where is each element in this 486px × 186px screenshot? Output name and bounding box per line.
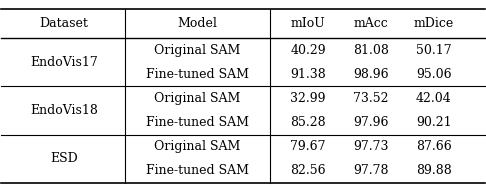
Text: EndoVis18: EndoVis18 [30,104,98,117]
Text: 79.67: 79.67 [291,140,326,153]
Text: 81.08: 81.08 [353,44,389,57]
Text: 97.78: 97.78 [353,164,389,177]
Text: Original SAM: Original SAM [154,140,240,153]
Text: 91.38: 91.38 [290,68,326,81]
Text: 95.06: 95.06 [416,68,451,81]
Text: Dataset: Dataset [40,17,88,30]
Text: Fine-tuned SAM: Fine-tuned SAM [146,68,249,81]
Text: mAcc: mAcc [354,17,388,30]
Text: Original SAM: Original SAM [154,92,240,105]
Text: 73.52: 73.52 [353,92,389,105]
Text: 32.99: 32.99 [291,92,326,105]
Text: 98.96: 98.96 [353,68,389,81]
Text: EndoVis17: EndoVis17 [30,56,98,69]
Text: 42.04: 42.04 [416,92,452,105]
Text: mIoU: mIoU [291,17,326,30]
Text: 85.28: 85.28 [291,116,326,129]
Text: 82.56: 82.56 [291,164,326,177]
Text: 50.17: 50.17 [416,44,451,57]
Text: mDice: mDice [414,17,454,30]
Text: Fine-tuned SAM: Fine-tuned SAM [146,164,249,177]
Text: 90.21: 90.21 [416,116,451,129]
Text: ESD: ESD [51,152,78,165]
Text: Model: Model [177,17,217,30]
Text: 87.66: 87.66 [416,140,452,153]
Text: 97.96: 97.96 [353,116,389,129]
Text: 40.29: 40.29 [291,44,326,57]
Text: 97.73: 97.73 [353,140,389,153]
Text: Fine-tuned SAM: Fine-tuned SAM [146,116,249,129]
Text: Original SAM: Original SAM [154,44,240,57]
Text: 89.88: 89.88 [416,164,452,177]
